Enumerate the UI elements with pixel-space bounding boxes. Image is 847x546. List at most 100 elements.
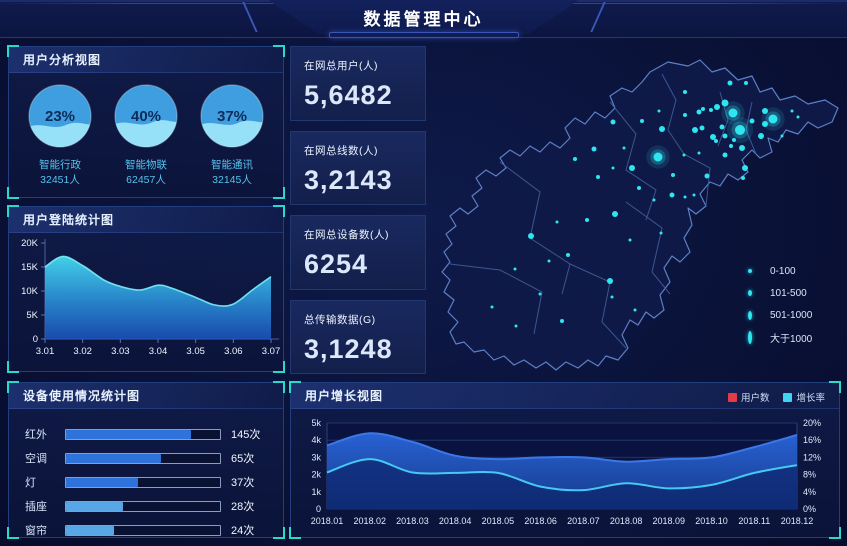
map-bubble [633,308,637,312]
header-decor-slash-left [241,2,258,32]
growth-area-chart: 0 0% 1k 4% 2k 8% 3k 12% 4k 16% 5k 20% 2018.01 2018.02… [311,418,821,526]
map-bubble [722,152,728,158]
map-bubble [628,238,632,242]
map-bubble [741,176,745,180]
map-bubble [514,324,518,328]
stat-card: 总传输数据(G) 3,1248 [290,299,426,374]
map-bubble [719,124,725,130]
map-bubble [721,99,729,107]
map-bubble [555,220,559,224]
device-bar-fill [66,453,162,463]
map-bubble-layer [490,80,800,328]
map-bubble [762,121,768,127]
corner-bracket-icon [273,381,285,393]
growth-x-tick: 2018.04 [439,516,472,526]
liquid-gauge-circle: 37% [200,84,264,148]
province-map [441,59,839,371]
map-bubble [671,173,675,177]
gauge-percent-value: 40% [131,108,161,125]
liquid-gauge-group: 23% 智能行政 32451人 40% 智能物联 62457人 37% 智能通讯 32145人 [9,73,283,187]
map-bubble [742,165,748,171]
map-bubble [744,81,748,85]
panel-user-growth: 用户增长视图 用户数 增长率 0 0% 1k 4% 2k 8% 3k 12% 4k 16% 5k 20%… [289,381,841,539]
liquid-gauge-circle: 23% [28,84,92,148]
device-bar-fill [66,429,191,439]
map-bubble [585,218,589,222]
growth-x-tick: 2018.07 [567,516,600,526]
map-bubble [683,113,687,117]
growth-y-left-tick: 1k [311,487,321,497]
growth-x-tick: 2018.12 [781,516,814,526]
map-bubble [652,198,656,202]
gauge-label: 智能通讯 32145人 [190,158,274,187]
growth-legend-item[interactable]: 用户数 [727,390,769,404]
growth-x-tick: 2018.08 [610,516,643,526]
gauge-percent-value: 37% [217,108,247,125]
panel-title-user-growth: 用户增长视图 [291,383,839,409]
map-legend-dot-icon [748,310,752,320]
growth-y-left-tick: 0 [316,504,321,514]
map-bubble [682,153,686,157]
device-value: 65次 [231,453,255,465]
device-bar-row: 灯 37次 [25,471,269,493]
login-x-tick: 3.07 [262,346,281,357]
map-legend-label: 大于1000 [770,333,813,345]
map-bubble [547,259,551,263]
login-x-tick: 3.05 [186,346,205,357]
device-bar-fill [66,501,123,511]
map-bubble [513,267,517,271]
map-legend-item: 0-100 [748,260,812,282]
map-bubble [790,109,794,113]
panel-login-stats: 用户登陆统计图 0 5K 10K 15K 20K 3.01 3.02 3.03 3.04 3.05… [7,205,285,373]
stat-card-label: 在网总用户(人) [304,60,378,72]
map-bubble [683,90,687,94]
growth-legend-item[interactable]: 增长率 [783,390,825,404]
device-bar-fill [66,477,139,487]
map-bubble [749,118,755,124]
gauge-category-label: 智能通讯 [211,159,253,171]
gauge-category-label: 智能行政 [39,159,81,171]
device-bar-chart: 红外 145次 空调 65次灯 37次 插座 28次 窗帘 24次 [9,409,283,541]
device-label: 灯 [25,477,36,489]
header-bar: 数据管理中心 [0,0,847,38]
corner-bracket-icon [829,527,841,539]
corner-bracket-icon [273,187,285,199]
map-bubble [640,119,644,123]
panel-device-usage: 设备使用情况统计图 红外 145次 空调 65次灯 37次 插座 28次 窗帘 24次 [7,381,285,541]
map-legend-dot-icon [748,290,752,296]
growth-y-left-tick: 2k [311,470,321,480]
map-bubble [538,292,542,296]
stat-card-label: 总传输数据(G) [304,313,376,326]
corner-bracket-icon [289,527,301,539]
map-bubble [657,109,661,113]
map-legend-label: 101-500 [770,287,807,299]
growth-y-left-tick: 5k [311,418,321,428]
map-bubble [692,193,696,197]
growth-chart-legend: 用户数 增长率 [727,390,825,404]
stat-card-column: 在网总用户(人) 5,6482 在网总线数(人) 3,2143 在网总设备数(人) 625… [290,46,426,374]
map-bubble [704,173,710,179]
stat-card-value: 5,6482 [304,80,393,110]
login-x-tick: 3.02 [73,346,92,357]
map-legend-label: 501-1000 [770,309,813,321]
growth-y-right-tick: 0% [803,504,816,514]
device-bar-row: 插座 28次 [25,495,269,517]
corner-bracket-icon [7,205,19,217]
map-bubble [528,233,534,239]
login-x-tick: 3.04 [149,346,168,357]
corner-bracket-icon [829,381,841,393]
corner-bracket-icon [7,45,19,57]
growth-legend-label: 增长率 [796,393,825,404]
login-y-tick: 5K [26,310,38,321]
map-bubble [659,126,665,132]
growth-x-tick: 2018.05 [482,516,515,526]
panel-title-login-stats: 用户登陆统计图 [9,207,283,233]
stat-card-value: 3,2143 [304,164,393,195]
map-bubble [596,175,600,179]
map-bubble [566,253,570,257]
map-area: 0-100 101-500 501-1000 大于1000 [430,42,847,380]
stat-card-value: 3,1248 [304,333,393,364]
stat-card-label: 在网总设备数(人) [304,229,389,241]
map-bubble [573,157,577,161]
stat-card: 在网总用户(人) 5,6482 [290,46,426,121]
